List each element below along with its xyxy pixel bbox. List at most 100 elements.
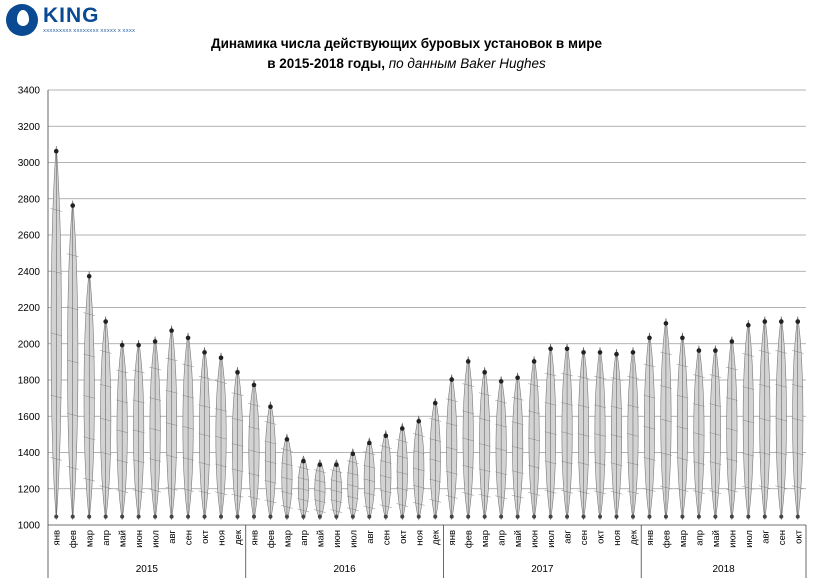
y-tick-label: 2600 (18, 231, 41, 242)
month-label: мар (678, 530, 689, 547)
column-base-marker (186, 514, 191, 519)
column-base-marker (548, 514, 553, 519)
month-column (297, 455, 310, 521)
data-point (630, 350, 636, 355)
data-point (152, 339, 158, 344)
month-label: сен (777, 530, 788, 545)
data-point (53, 148, 59, 154)
data-point (713, 348, 718, 353)
column-base-marker (647, 514, 652, 519)
month-label: июл (151, 530, 162, 548)
y-tick-label: 2200 (18, 303, 41, 314)
column-base-marker (235, 514, 240, 519)
month-label: ноя (217, 530, 228, 546)
column-base-marker (136, 514, 141, 519)
month-label: фев (661, 530, 672, 548)
month-column (511, 372, 524, 520)
month-column (692, 345, 705, 520)
column-base-marker (449, 514, 454, 519)
month-column (50, 146, 63, 520)
column-base-marker (284, 514, 289, 519)
column-base-marker (251, 514, 256, 519)
month-column (610, 349, 623, 520)
month-column (544, 343, 557, 520)
month-column (280, 433, 293, 521)
data-point (778, 319, 784, 324)
month-label: май (118, 530, 129, 547)
month-column (429, 398, 442, 520)
data-point (795, 319, 801, 324)
month-label: сен (579, 530, 590, 545)
data-point (449, 377, 455, 382)
month-label: апр (497, 530, 508, 546)
data-point (367, 440, 372, 446)
data-point (647, 335, 652, 341)
column-base-marker (515, 514, 520, 519)
data-point (103, 319, 108, 324)
month-label: дек (628, 529, 639, 545)
month-label: ноя (414, 530, 425, 546)
data-point (383, 433, 389, 439)
month-column (791, 316, 804, 520)
data-point (531, 359, 537, 364)
column-base-marker (614, 514, 619, 519)
year-label: 2018 (712, 564, 735, 575)
column-base-marker (762, 514, 767, 519)
data-point (317, 462, 323, 468)
month-column (330, 459, 343, 521)
month-label: авг (563, 529, 574, 543)
column-base-marker (746, 514, 751, 519)
month-column (116, 340, 129, 520)
y-tick-label: 1600 (18, 412, 41, 423)
month-label: мар (282, 530, 293, 547)
month-label: окт (398, 529, 409, 544)
data-point (663, 321, 669, 326)
month-label: янв (249, 530, 260, 545)
data-point (202, 350, 207, 355)
month-column (363, 437, 376, 521)
month-column (379, 429, 392, 521)
data-point (399, 426, 405, 431)
month-column (132, 340, 145, 520)
data-point (614, 351, 619, 357)
month-label: мар (480, 530, 491, 547)
month-column (165, 325, 178, 520)
month-column (445, 374, 458, 520)
column-base-marker (416, 514, 421, 519)
month-label: июн (332, 530, 343, 548)
data-point (136, 342, 141, 348)
month-column (396, 422, 409, 521)
data-point (235, 370, 240, 375)
month-label: фев (68, 530, 79, 548)
data-point (70, 203, 76, 208)
month-column (676, 332, 689, 520)
month-label: авг (760, 529, 771, 543)
month-column (758, 316, 771, 520)
month-label: окт (793, 529, 804, 544)
month-column (313, 459, 326, 521)
data-point (482, 370, 487, 375)
month-label: сен (184, 530, 195, 545)
data-point (498, 379, 504, 384)
y-tick-label: 1400 (18, 448, 41, 459)
y-tick-label: 3200 (18, 122, 41, 133)
month-column (412, 415, 425, 521)
month-column (627, 347, 639, 520)
year-label: 2015 (136, 564, 159, 575)
data-point (185, 335, 191, 341)
month-column (643, 332, 656, 520)
data-point (350, 451, 356, 457)
column-base-marker (779, 514, 784, 519)
column-base-marker (532, 514, 537, 519)
chart-title-line2-bold: в 2015-2018 годы, (267, 56, 385, 71)
data-point (301, 458, 306, 464)
month-column (709, 345, 722, 520)
logo-subtitle: XXXXXXXXX XXXXXXXX XXXXX X XXXX (43, 28, 136, 33)
month-label: июл (744, 530, 755, 548)
data-point (169, 328, 174, 333)
data-point (218, 355, 224, 361)
data-point (680, 335, 685, 341)
column-base-marker (268, 514, 273, 519)
month-column (83, 271, 96, 520)
